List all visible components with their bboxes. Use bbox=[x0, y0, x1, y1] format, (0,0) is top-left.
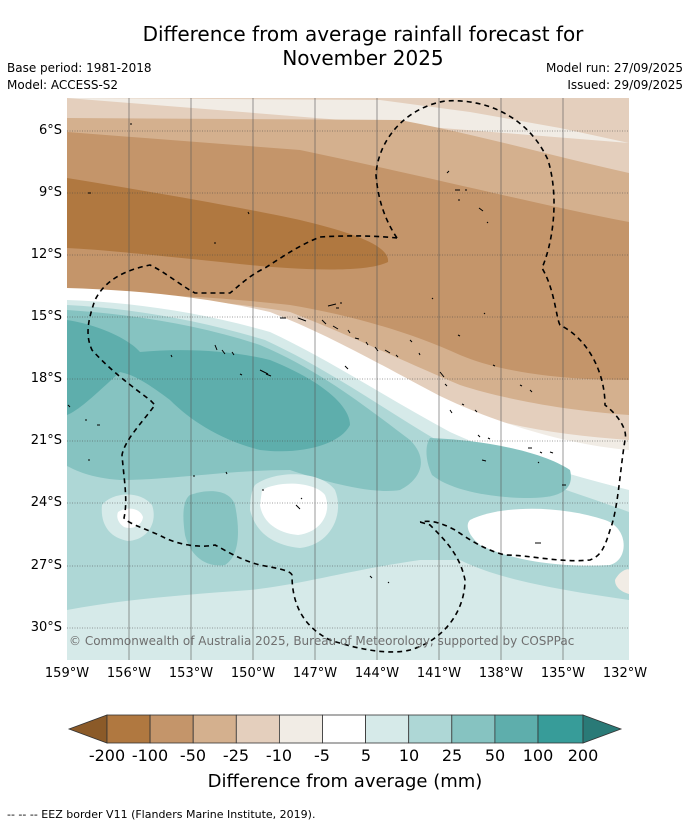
lon-label: 135°W bbox=[540, 666, 586, 681]
lon-label: 159°W bbox=[44, 666, 90, 681]
colorbar-swatch bbox=[408, 714, 453, 744]
eez-border-french-polynesia bbox=[87, 235, 466, 653]
lat-label: 18°S bbox=[30, 371, 62, 386]
islands bbox=[67, 123, 566, 584]
map-title: Difference from average rainfall forecas… bbox=[0, 22, 690, 70]
patch-dry-west-core bbox=[117, 508, 143, 528]
lat-label: 30°S bbox=[30, 620, 62, 635]
island bbox=[247, 211, 250, 215]
colorbar-tick-label: 25 bbox=[441, 746, 463, 765]
colorbar-swatch bbox=[278, 714, 323, 744]
colorbar-swatch bbox=[451, 714, 496, 744]
eez-footnote: -- -- -- EEZ border V11 (Flanders Marine… bbox=[7, 808, 316, 821]
band-neutral bbox=[67, 288, 629, 485]
colorbar-label: Difference from average (mm) bbox=[207, 771, 483, 792]
colorbar-tick-label: -5 bbox=[314, 746, 330, 765]
colorbar-tick-label: 100 bbox=[522, 746, 554, 765]
tuamotu-atolls bbox=[280, 302, 399, 358]
colorbar-tick-label: -25 bbox=[222, 746, 250, 765]
map-field bbox=[67, 98, 629, 660]
colorbar-swatch bbox=[322, 714, 366, 744]
model-name: Model: ACCESS-S2 bbox=[7, 78, 119, 92]
colorbar-tick-label: -100 bbox=[131, 746, 169, 765]
lon-label: 150°W bbox=[230, 666, 276, 681]
colorbar-tick-label: -50 bbox=[179, 746, 207, 765]
eez-border-marquesas bbox=[375, 99, 627, 562]
colorbar bbox=[67, 714, 623, 744]
issued-date: Issued: 29/09/2025 bbox=[567, 78, 683, 92]
lat-label: 12°S bbox=[30, 247, 62, 262]
colorbar-swatch bbox=[235, 714, 280, 744]
colorbar-tick-label: -200 bbox=[88, 746, 126, 765]
lon-label: 147°W bbox=[292, 666, 338, 681]
patch-dry-se bbox=[615, 569, 629, 594]
eez-borders bbox=[87, 99, 627, 653]
lat-label: 21°S bbox=[30, 433, 62, 448]
colorbar-swatch bbox=[365, 714, 410, 744]
atoll-group bbox=[170, 312, 533, 414]
colorbar-swatch bbox=[537, 714, 584, 744]
lon-label: 153°W bbox=[168, 666, 214, 681]
lat-label: 15°S bbox=[30, 309, 62, 324]
austral-islands bbox=[477, 434, 566, 486]
lon-label: 144°W bbox=[354, 666, 400, 681]
colorbar-extend-high bbox=[582, 714, 623, 744]
title-line-2: November 2025 bbox=[282, 46, 444, 70]
island-group bbox=[455, 189, 489, 224]
island bbox=[214, 242, 434, 300]
colorbar-swatch bbox=[149, 714, 194, 744]
colorbar-swatch bbox=[192, 714, 237, 744]
base-info: Base period: 1981-2018 Model: ACCESS-S2 bbox=[7, 60, 152, 94]
run-info: Model run: 27/09/2025 Issued: 29/09/2025 bbox=[546, 60, 683, 94]
colorbar-extend-low bbox=[67, 714, 108, 744]
model-run-date: Model run: 27/09/2025 bbox=[545, 61, 683, 75]
band-minus-200 bbox=[67, 178, 389, 270]
lon-label: 141°W bbox=[416, 666, 462, 681]
colorbar-tick-label: 5 bbox=[360, 746, 372, 765]
patch-plus-25-east bbox=[426, 438, 571, 498]
patch-plus-25-south bbox=[183, 491, 238, 566]
lon-label: 138°W bbox=[478, 666, 524, 681]
colorbar-tick-label: 50 bbox=[484, 746, 506, 765]
lat-label: 24°S bbox=[30, 495, 62, 510]
island bbox=[67, 404, 541, 584]
title-line-1: Difference from average rainfall forecas… bbox=[142, 22, 584, 46]
lon-label: 132°W bbox=[602, 666, 648, 681]
patch-dry-east bbox=[467, 508, 624, 566]
copyright-notice: © Commonwealth of Australia 2025, Bureau… bbox=[69, 634, 575, 648]
lat-label: 6°S bbox=[38, 123, 62, 138]
colorbar-swatch bbox=[106, 714, 151, 744]
island bbox=[446, 170, 450, 174]
band-plus-50 bbox=[67, 320, 350, 452]
colorbar-tick-label: 200 bbox=[567, 746, 599, 765]
lat-label: 27°S bbox=[30, 558, 62, 573]
lon-label: 156°W bbox=[106, 666, 152, 681]
lat-label: 9°S bbox=[38, 185, 62, 200]
parallels bbox=[67, 130, 629, 629]
colorbar-tick-label: -10 bbox=[265, 746, 293, 765]
colorbar-swatch bbox=[494, 714, 539, 744]
base-period: Base period: 1981-2018 bbox=[7, 61, 152, 75]
patch-dry-centre bbox=[260, 483, 328, 535]
colorbar-tick-label: 10 bbox=[398, 746, 420, 765]
